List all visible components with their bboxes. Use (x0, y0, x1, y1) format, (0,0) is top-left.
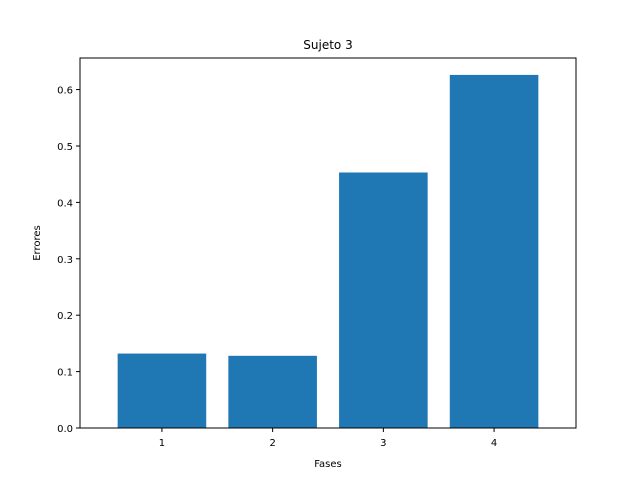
bar-1 (117, 353, 207, 428)
x-tick-label: 4 (491, 438, 497, 449)
bar-3 (339, 172, 428, 428)
y-tick-label: 0.2 (57, 311, 73, 322)
y-tick-label: 0.5 (57, 142, 73, 153)
x-tick-label: 1 (159, 438, 165, 449)
y-tick-label: 0.1 (57, 368, 73, 379)
bar-2 (228, 355, 317, 428)
x-tick-label: 2 (269, 438, 275, 449)
plot-frame (79, 57, 577, 429)
bars-group (117, 74, 539, 429)
y-tick-label: 0.6 (57, 86, 73, 97)
y-tick-label: 0.3 (57, 255, 73, 266)
x-tick-label: 3 (380, 438, 386, 449)
y-tick-label: 0.4 (57, 198, 73, 209)
bar-4 (449, 74, 539, 429)
chart-title: Sujeto 3 (303, 38, 352, 52)
x-axis-label: Fases (314, 459, 342, 470)
y-tick-label: 0.0 (57, 424, 73, 435)
y-axis-label: Errores (32, 225, 43, 261)
x-axis: 1 2 3 4 (159, 428, 497, 449)
y-axis: 0.0 0.1 0.2 0.3 0.4 0.5 0.6 (57, 86, 80, 435)
